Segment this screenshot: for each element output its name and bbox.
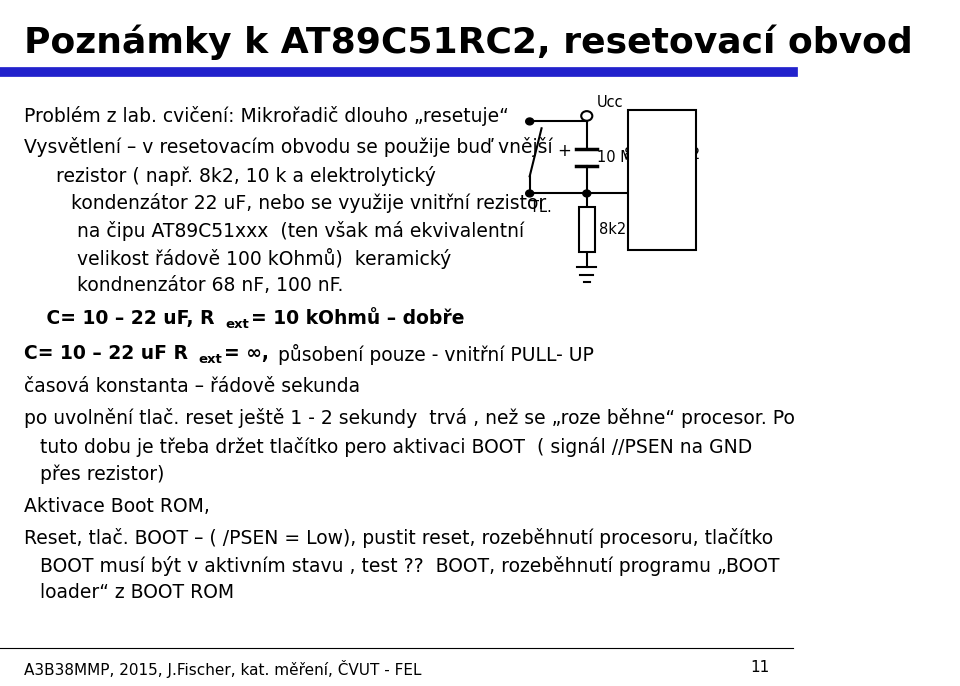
Text: kondenzátor 22 uF, nebo se využije vnitřní rezistor: kondenzátor 22 uF, nebo se využije vnitř… bbox=[71, 193, 546, 213]
Text: 89C51RC2: 89C51RC2 bbox=[624, 147, 700, 161]
Text: 11: 11 bbox=[750, 660, 769, 675]
Text: Ucc: Ucc bbox=[597, 95, 624, 110]
Text: +: + bbox=[558, 141, 571, 160]
Bar bbox=[628, 110, 696, 250]
Text: na čipu AT89C51xxx  (ten však má ekvivalentní: na čipu AT89C51xxx (ten však má ekvivale… bbox=[71, 221, 524, 241]
Text: časová konstanta – řádově sekunda: časová konstanta – řádově sekunda bbox=[24, 377, 360, 397]
Text: kondnenzátor 68 nF, 100 nF.: kondnenzátor 68 nF, 100 nF. bbox=[71, 276, 344, 295]
Circle shape bbox=[526, 118, 534, 125]
Text: po uvolnění tlač. reset ještě 1 - 2 sekundy  trvá , než se „roze běhne“ procesor: po uvolnění tlač. reset ještě 1 - 2 seku… bbox=[24, 408, 795, 428]
Text: 10 M: 10 M bbox=[597, 150, 633, 165]
Circle shape bbox=[581, 111, 592, 121]
Text: 8k2: 8k2 bbox=[599, 222, 626, 237]
Circle shape bbox=[526, 190, 534, 197]
Text: = 10 kOhmů – dobře: = 10 kOhmů – dobře bbox=[251, 309, 465, 329]
Text: působení pouze - vnitřní PULL- UP: působení pouze - vnitřní PULL- UP bbox=[272, 344, 593, 366]
Text: Poznámky k AT89C51RC2, resetovací obvod: Poznámky k AT89C51RC2, resetovací obvod bbox=[24, 24, 913, 60]
Circle shape bbox=[583, 190, 590, 197]
Text: Aktivace Boot ROM,: Aktivace Boot ROM, bbox=[24, 497, 209, 517]
Text: velikost řádově 100 kOhmů)  keramický: velikost řádově 100 kOhmů) keramický bbox=[71, 248, 451, 270]
Text: ext: ext bbox=[199, 353, 223, 366]
Text: C= 10 – 22 uF R: C= 10 – 22 uF R bbox=[24, 344, 188, 364]
Text: TL.: TL. bbox=[530, 200, 551, 215]
Text: tuto dobu je třeba držet tlačítko pero aktivaci BOOT  ( signál //PSEN na GND: tuto dobu je třeba držet tlačítko pero a… bbox=[39, 437, 752, 457]
Bar bbox=[579, 207, 594, 252]
Text: A3B38MMP, 2015, J.Fischer, kat. měření, ČVUT - FEL: A3B38MMP, 2015, J.Fischer, kat. měření, … bbox=[24, 660, 421, 678]
Text: = ∞,: = ∞, bbox=[224, 344, 269, 364]
Text: C= 10 – 22 uF, R: C= 10 – 22 uF, R bbox=[39, 309, 214, 329]
Text: rezistor ( např. 8k2, 10 k a elektrolytický: rezistor ( např. 8k2, 10 k a elektrolyti… bbox=[56, 166, 436, 186]
Text: Reset, tlač. BOOT – ( /PSEN = Low), pustit reset, rozeběhnutí procesoru, tlačítk: Reset, tlač. BOOT – ( /PSEN = Low), pust… bbox=[24, 528, 773, 548]
Text: loader“ z BOOT ROM: loader“ z BOOT ROM bbox=[39, 583, 234, 602]
Text: BOOT musí být v aktivním stavu , test ??  BOOT, rozeběhnutí programu „BOOT: BOOT musí být v aktivním stavu , test ??… bbox=[39, 556, 780, 576]
Text: Problém z lab. cvičení: Mikrořadič dlouho „resetuje“: Problém z lab. cvičení: Mikrořadič dlouh… bbox=[24, 106, 509, 126]
Text: ext: ext bbox=[226, 318, 250, 331]
Text: RESET: RESET bbox=[638, 192, 685, 206]
Text: Vysvětlení – v resetovacím obvodu se použije buď vnější: Vysvětlení – v resetovacím obvodu se pou… bbox=[24, 137, 552, 157]
Text: přes rezistor): přes rezistor) bbox=[39, 464, 164, 484]
